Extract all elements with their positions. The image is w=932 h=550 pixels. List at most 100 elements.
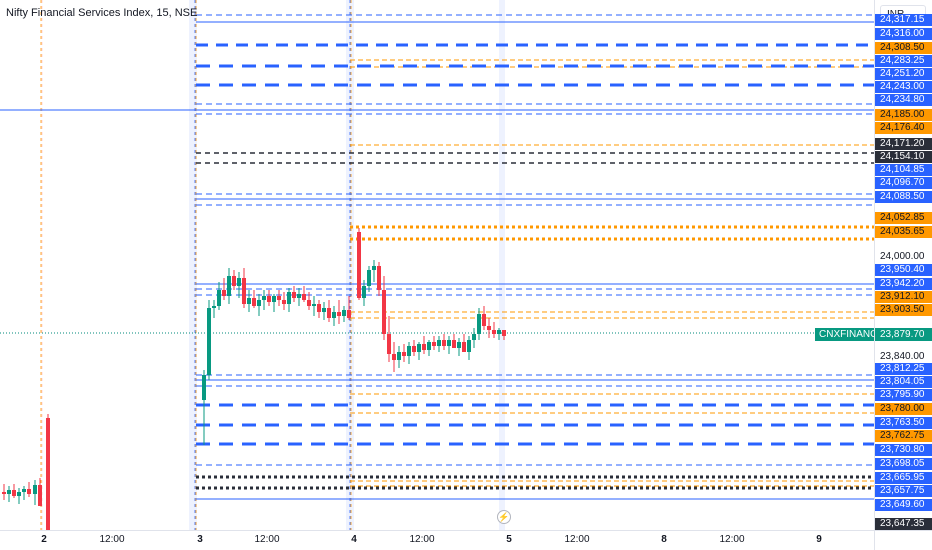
candle-body	[242, 278, 246, 304]
candle-body	[262, 296, 266, 300]
time-axis-label: 4	[351, 534, 357, 545]
candle-body	[342, 310, 346, 316]
candle-body	[317, 304, 321, 312]
price-level-label: 23,950.40	[875, 264, 932, 276]
price-level-label: 23,730.80	[875, 444, 932, 456]
time-axis-label: 5	[506, 534, 512, 545]
price-level-label: 24,316.00	[875, 28, 932, 40]
candle-body	[472, 334, 476, 340]
candle-body	[272, 296, 276, 302]
candle-body	[477, 314, 481, 334]
price-level-label: 24,234.80	[875, 94, 932, 106]
time-axis-label: 3	[197, 534, 203, 545]
price-level-label: 23,698.05	[875, 458, 932, 470]
candle-body	[417, 344, 421, 352]
candle-body	[217, 290, 221, 306]
candle-body	[457, 342, 461, 348]
candle-body	[38, 485, 42, 506]
candle-body	[287, 292, 291, 304]
chart-pane[interactable]: Nifty Financial Services Index, 15, NSE …	[0, 0, 874, 530]
candle-body	[46, 418, 50, 530]
candle-body	[33, 485, 37, 494]
price-level-label: 24,104.85	[875, 164, 932, 176]
candle-body	[302, 294, 306, 300]
candle-body	[222, 290, 226, 296]
candle-body	[407, 346, 411, 356]
candle-body	[257, 300, 261, 306]
candle-body	[237, 278, 241, 286]
price-level-label: 23,912.10	[875, 291, 932, 303]
current-price-label: 23,879.70	[875, 328, 932, 341]
candle-body	[27, 489, 31, 494]
candle-body	[402, 352, 406, 356]
price-level-label: 24,251.20	[875, 68, 932, 80]
time-axis-label: 12:00	[564, 534, 590, 545]
candle-body	[422, 344, 426, 350]
candle-body	[357, 232, 361, 298]
price-level-label: 23,665.95	[875, 472, 932, 484]
price-axis-tick: 23,840.00	[880, 351, 925, 362]
candle-body	[207, 308, 211, 375]
price-level-label: 24,035.65	[875, 226, 932, 238]
partial-price-label: 24,000.00	[875, 251, 932, 263]
candle-body	[372, 266, 376, 270]
candle-body	[312, 304, 316, 306]
candle-body	[442, 340, 446, 346]
time-axis-label: 8	[661, 534, 667, 545]
candle-body	[292, 292, 296, 298]
candle-body	[232, 276, 236, 286]
candle-body	[492, 330, 496, 334]
price-level-label: 24,052.85	[875, 212, 932, 224]
candle-body	[17, 492, 21, 496]
time-axis-label: 12:00	[254, 534, 280, 545]
price-level-label: 23,780.00	[875, 403, 932, 415]
axis-corner	[874, 530, 932, 550]
candle-body	[212, 306, 216, 308]
price-level-label: 23,657.75	[875, 485, 932, 497]
price-level-label: 24,308.50	[875, 42, 932, 54]
candle-body	[487, 326, 491, 330]
symbol-price-tag: CNXFINANCE	[815, 328, 874, 341]
price-level-label: 23,812.25	[875, 363, 932, 375]
time-axis-label: 9	[816, 534, 822, 545]
session-band	[499, 0, 505, 530]
candle-body	[332, 312, 336, 318]
candle-body	[367, 270, 371, 286]
lightning-bolt-icon[interactable]: ⚡	[497, 510, 511, 524]
candle-body	[427, 342, 431, 350]
candle-body	[267, 296, 271, 302]
time-axis-label: 12:00	[409, 534, 435, 545]
time-axis-label: 12:00	[719, 534, 745, 545]
candle-body	[392, 354, 396, 360]
price-level-label: 23,942.20	[875, 278, 932, 290]
price-level-label: 23,804.05	[875, 376, 932, 388]
candle-body	[307, 300, 311, 306]
time-axis[interactable]	[0, 530, 874, 550]
partial-price-label: 24,317.15	[875, 14, 932, 26]
candle-body	[247, 298, 251, 304]
price-level-label: 24,243.00	[875, 81, 932, 93]
candle-body	[227, 276, 231, 296]
candle-body	[327, 308, 331, 318]
candle-body	[337, 312, 341, 316]
chart-canvas[interactable]	[0, 0, 874, 530]
price-level-label: 23,763.50	[875, 417, 932, 429]
candle-body	[382, 290, 386, 334]
price-level-label: 24,171.20	[875, 138, 932, 150]
candle-body	[447, 340, 451, 346]
candle-body	[297, 294, 301, 298]
candle-body	[322, 308, 326, 312]
candle-body	[22, 489, 26, 492]
candle-body	[277, 296, 281, 300]
candle-body	[412, 346, 416, 352]
price-level-label: 23,762.75	[875, 430, 932, 442]
candle-body	[347, 310, 351, 318]
candle-body	[12, 490, 16, 496]
price-level-label: 24,176.40	[875, 122, 932, 134]
candle-body	[2, 492, 6, 494]
candle-body	[437, 340, 441, 346]
candle-body	[452, 340, 456, 348]
candle-body	[397, 352, 401, 360]
price-level-label: 23,903.50	[875, 304, 932, 316]
price-level-label: 24,185.00	[875, 109, 932, 121]
